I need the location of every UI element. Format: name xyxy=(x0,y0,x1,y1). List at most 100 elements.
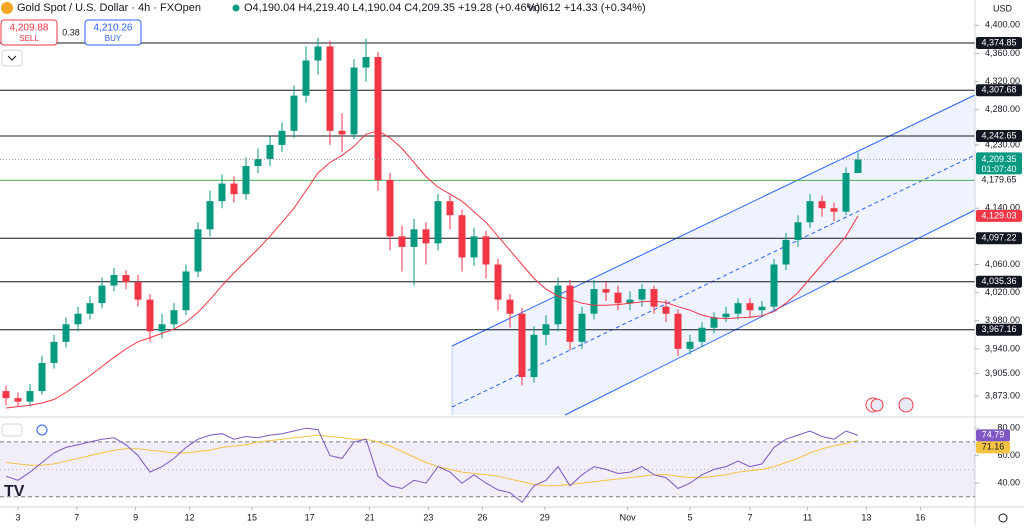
candle-body xyxy=(62,324,70,342)
candle-body xyxy=(278,130,286,145)
candle-body xyxy=(2,391,10,399)
candle-body xyxy=(650,289,658,307)
candle-body xyxy=(326,46,334,131)
candle-body xyxy=(362,56,370,68)
y-tick-label: 3,905.00 xyxy=(985,368,1020,378)
candle-body xyxy=(434,201,442,244)
rsi-ma-last-box xyxy=(976,441,1010,454)
candle-body xyxy=(590,289,598,314)
channel-mid xyxy=(451,154,976,408)
event-flag[interactable] xyxy=(898,397,914,413)
candle-body xyxy=(182,271,190,311)
rsi-tick-label: 40.00 xyxy=(997,477,1020,487)
candle-body xyxy=(206,201,214,230)
y-tick-label: 4,140.00 xyxy=(985,203,1020,213)
candle-body xyxy=(626,299,634,304)
candle-body xyxy=(230,183,238,195)
candle-body xyxy=(98,285,106,304)
candle-body xyxy=(146,299,154,332)
candle-body xyxy=(446,201,454,216)
rsi-ma-line xyxy=(5,434,859,487)
candle-body xyxy=(158,324,166,332)
currency: USD xyxy=(993,3,1013,13)
candle-body xyxy=(758,306,766,311)
candle-body xyxy=(674,313,682,349)
y-tick-label: 4,360.00 xyxy=(985,48,1020,58)
candle-body xyxy=(26,391,34,402)
rsi-tick-label: 80.00 xyxy=(997,423,1020,433)
rsi-collapse[interactable] xyxy=(1,423,23,437)
support-label: 4,179.65 xyxy=(981,175,1016,185)
x-tick-label: 7 xyxy=(74,512,79,522)
y-tick-label: 4,280.00 xyxy=(985,104,1020,114)
rsi-settings[interactable] xyxy=(36,424,48,436)
candle-body xyxy=(266,144,274,159)
candle-body xyxy=(638,289,646,300)
symbol-title: Gold Spot / U.S. Dollar · 4h · FXOpen xyxy=(17,2,201,14)
buy-label: BUY xyxy=(105,34,122,43)
candle-body xyxy=(830,208,838,212)
candle-body xyxy=(110,275,118,286)
y-tick-label: 3,980.00 xyxy=(985,315,1020,325)
level-label: 4,097.22 xyxy=(981,233,1016,243)
level-label: 3,967.16 xyxy=(981,324,1016,334)
level-label-box xyxy=(976,84,1022,97)
candle-body xyxy=(818,201,826,209)
candle-body xyxy=(170,310,178,325)
x-tick-label: 11 xyxy=(803,512,812,522)
x-tick-label: 12 xyxy=(185,512,195,522)
last-price-label: 4,209.35 xyxy=(981,154,1016,164)
level-label: 4,374.85 xyxy=(981,37,1016,47)
candle-body xyxy=(854,159,862,174)
candle-body xyxy=(14,398,22,402)
candle-body xyxy=(782,239,790,265)
candle-body xyxy=(374,56,382,181)
rsi-line xyxy=(5,427,859,504)
candle-body xyxy=(770,264,778,307)
candle-body xyxy=(614,292,622,304)
candle-body xyxy=(338,130,346,135)
y-tick-label: 4,230.00 xyxy=(985,139,1020,149)
candle-body xyxy=(734,303,742,314)
candle-body xyxy=(410,229,418,247)
rsi-last-box xyxy=(976,429,1010,442)
candle-body xyxy=(746,303,754,311)
level-label: 4,242.65 xyxy=(981,130,1016,140)
candle-body xyxy=(470,236,478,258)
settings-gear[interactable] xyxy=(998,513,1008,523)
sell-price: 4,209.88 xyxy=(10,23,49,34)
rsi-tick-label: 60.00 xyxy=(997,450,1020,460)
level-label-box xyxy=(976,323,1022,336)
ma-last-box xyxy=(976,209,1022,222)
last-price-box xyxy=(976,152,1022,175)
candle-body xyxy=(74,313,82,325)
rsi-last-label: 74.79 xyxy=(982,430,1005,440)
candle-body xyxy=(422,229,430,244)
candle-body xyxy=(350,67,358,135)
symbol-icon xyxy=(1,2,13,14)
sell-button[interactable] xyxy=(0,19,58,46)
y-tick-label: 3,940.00 xyxy=(985,343,1020,353)
candle-body xyxy=(794,222,802,240)
buy-button[interactable] xyxy=(84,19,142,46)
candle-body xyxy=(806,201,814,223)
collapse-button[interactable] xyxy=(1,49,23,67)
level-label: 4,035.36 xyxy=(981,276,1016,286)
candle-body xyxy=(566,285,574,342)
x-tick-label: 15 xyxy=(247,512,257,522)
y-tick-label: 4,060.00 xyxy=(985,259,1020,269)
candle-body xyxy=(86,303,94,314)
x-tick-label: 9 xyxy=(133,512,138,522)
candle-body xyxy=(710,317,718,328)
y-tick-label: 4,320.00 xyxy=(985,76,1020,86)
x-tick-label: 16 xyxy=(915,512,925,522)
candle-body xyxy=(842,173,850,212)
event-flag[interactable] xyxy=(870,398,884,412)
candle-body xyxy=(602,289,610,293)
collapse-icon xyxy=(7,55,17,61)
y-tick-label: 4,020.00 xyxy=(985,287,1020,297)
candle-body xyxy=(518,313,526,378)
candle-body xyxy=(38,362,46,392)
